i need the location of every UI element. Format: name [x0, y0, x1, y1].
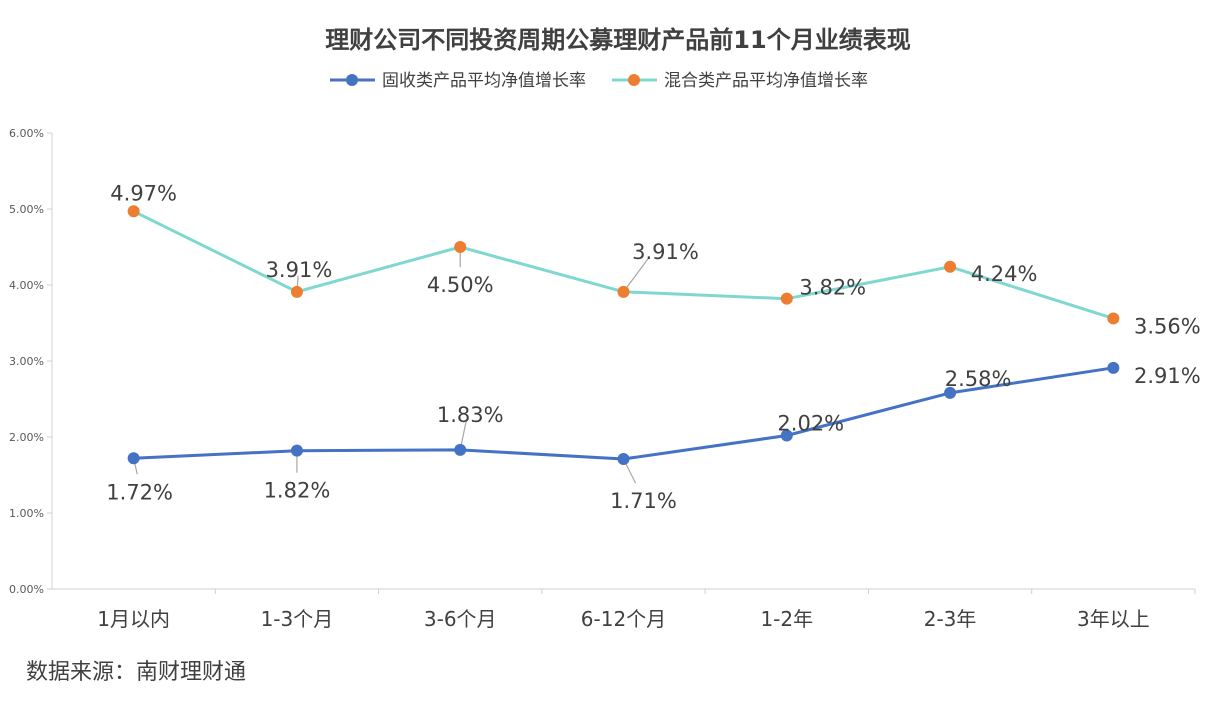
- label-leader-line: [623, 257, 650, 293]
- data-point: [127, 452, 140, 465]
- data-point: [127, 205, 140, 218]
- y-tick-label: 3.00%: [9, 355, 44, 368]
- data-point: [780, 292, 793, 305]
- data-label: 3.91%: [266, 258, 333, 282]
- legend-marker-mixed: [628, 74, 640, 86]
- x-tick-label: 2-3年: [924, 607, 977, 631]
- y-tick-label: 5.00%: [9, 203, 44, 216]
- x-tick-label: 1月以内: [97, 607, 170, 631]
- data-label: 2.91%: [1134, 364, 1201, 388]
- series-lines: [132, 209, 1114, 461]
- y-tick-label: 4.00%: [9, 279, 44, 292]
- data-labels: 1.72% 1.82% 1.83% 1.71% 2.02% 2.58% 2.91% 4.97%…: [106, 181, 1200, 513]
- data-point: [290, 285, 303, 298]
- x-tick-label: 1-3个月: [261, 607, 334, 631]
- chart-title: 理财公司不同投资周期公募理财产品前11个月业绩表现: [325, 26, 910, 54]
- y-tick-label: 1.00%: [9, 507, 44, 520]
- data-label: 1.72%: [106, 480, 173, 504]
- x-tick-label: 1-2年: [760, 607, 813, 631]
- data-point: [1107, 312, 1120, 325]
- data-point: [290, 444, 303, 457]
- data-label: 2.58%: [945, 367, 1012, 391]
- data-label: 3.82%: [799, 276, 866, 300]
- legend-marker-fixed-income: [346, 74, 358, 86]
- data-label: 2.02%: [777, 411, 844, 435]
- data-label: 4.24%: [971, 262, 1038, 286]
- data-label: 1.82%: [264, 479, 331, 503]
- data-label: 4.97%: [110, 181, 177, 205]
- x-tick-label: 3-6个月: [424, 607, 497, 631]
- data-point: [780, 429, 793, 442]
- source-note: 数据来源：南财理财通: [26, 660, 246, 685]
- y-tick-label: 0.00%: [9, 583, 44, 596]
- data-label: 3.56%: [1134, 314, 1201, 338]
- data-point: [1107, 361, 1120, 374]
- data-point: [617, 285, 630, 298]
- data-label: 4.50%: [427, 273, 494, 297]
- data-label: 1.83%: [437, 403, 504, 427]
- data-point: [617, 453, 630, 466]
- data-label: 1.71%: [610, 489, 677, 513]
- y-tick-label: 6.00%: [9, 127, 44, 140]
- data-point: [944, 260, 957, 273]
- x-tick-label: 3年以上: [1077, 607, 1150, 631]
- y-tick-label: 2.00%: [9, 431, 44, 444]
- axes: 0.00% 1.00% 2.00% 3.00% 4.00% 5.00% 6.00% 1月以内 1…: [9, 127, 1196, 631]
- data-label: 3.91%: [632, 240, 699, 264]
- legend: 固收类产品平均净值增长率 混合类产品平均净值增长率: [330, 71, 868, 91]
- series-markers: [127, 205, 1120, 466]
- data-point: [944, 386, 957, 399]
- label-leader-lines: [133, 247, 650, 484]
- x-tick-label: 6-12个月: [581, 607, 666, 631]
- data-point: [454, 443, 467, 456]
- legend-label-fixed-income: 固收类产品平均净值增长率: [382, 71, 586, 91]
- legend-label-mixed: 混合类产品平均净值增长率: [664, 71, 868, 91]
- data-point: [454, 241, 467, 253]
